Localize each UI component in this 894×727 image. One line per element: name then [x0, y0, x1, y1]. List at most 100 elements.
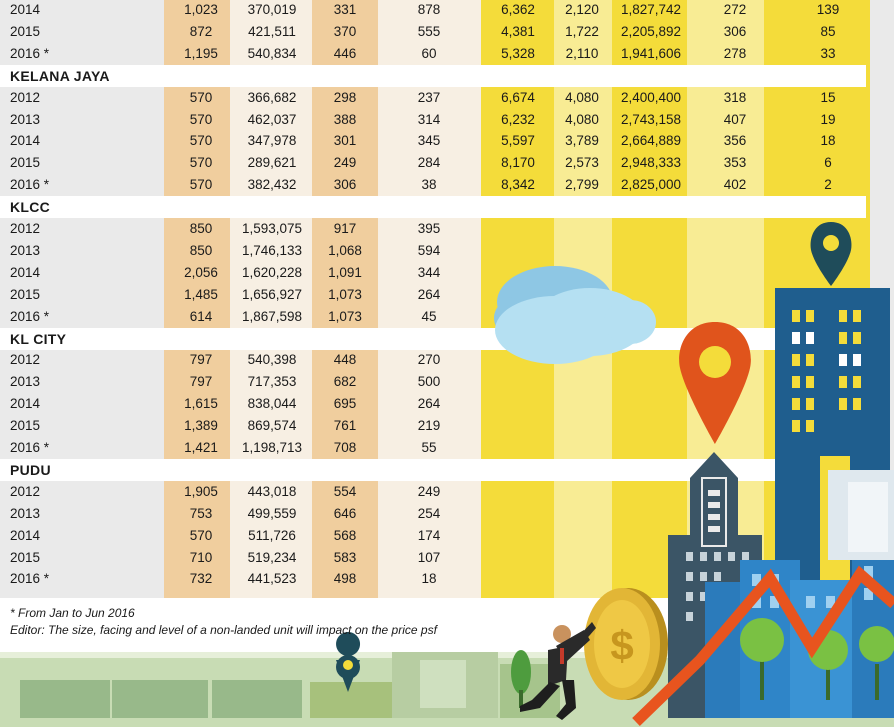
table-cell: 838,044: [247, 396, 297, 411]
table-cell: 570: [189, 155, 213, 170]
table-cell: 2,799: [565, 177, 599, 192]
table-cell: 55: [421, 440, 437, 455]
table-cell: 139: [816, 2, 840, 17]
table-row: 2016 * 1,421 1,198,713 708 55: [0, 437, 894, 459]
table-cell: 1,023: [184, 2, 218, 17]
table-cell: 1,722: [565, 24, 599, 39]
table-cell: 301: [333, 133, 357, 148]
landed-column-band: [164, 0, 481, 598]
table-cell: 2: [824, 177, 832, 192]
table-row: 2015 872 421,511 370 555 4,381 1,722 2,205,892 3…: [0, 21, 894, 43]
table-cell: 5,597: [501, 133, 535, 148]
location-pin-icon: [336, 632, 361, 692]
table-cell: 797: [189, 352, 213, 367]
table-cell: 4,080: [565, 112, 599, 127]
table-cell: 695: [333, 396, 357, 411]
table-cell: 1,941,606: [620, 46, 682, 61]
table-cell: 872: [189, 24, 213, 39]
table-cell: 850: [189, 243, 213, 258]
table-cell: 1,615: [184, 396, 218, 411]
section-title: PUDU: [10, 462, 51, 478]
table-cell: 272: [723, 2, 747, 17]
table-row: 2015 1,389 869,574 761 219: [0, 415, 894, 437]
table-cell: 869,574: [247, 418, 297, 433]
row-year-label: 2014: [10, 265, 41, 280]
ground-highlight: [0, 652, 894, 658]
row-year-label: 2015: [10, 418, 41, 433]
tan-col-1: [164, 0, 230, 598]
row-year-label: 2016 *: [10, 571, 50, 586]
table-cell: 395: [417, 221, 441, 236]
table-cell: 278: [723, 46, 747, 61]
table-cell: 583: [333, 550, 357, 565]
table-row: 2013 753 499,559 646 254: [0, 503, 894, 525]
table-cell: 421,511: [248, 24, 296, 39]
table-row: 2016 * 570 382,432 306 38 8,342 2,799 2,825,000…: [0, 174, 894, 196]
table-row: 2015 710 519,234 583 107: [0, 547, 894, 569]
table-cell: 345: [417, 133, 441, 148]
table-cell: 370,019: [247, 2, 297, 17]
row-year-label: 2015: [10, 287, 41, 302]
table-cell: 2,110: [565, 46, 599, 61]
table-cell: 797: [189, 374, 213, 389]
table-cell: 2,056: [184, 265, 218, 280]
table-cell: 500: [417, 374, 441, 389]
row-year-label: 2012: [10, 90, 41, 105]
table-cell: 462,037: [247, 112, 297, 127]
row-year-label: 2015: [10, 155, 41, 170]
table-cell: 284: [417, 155, 441, 170]
section-header: KELANA JAYA: [0, 65, 866, 87]
table-cell: 1,389: [184, 418, 218, 433]
tree-icon: [740, 618, 894, 700]
table-cell: 1,091: [328, 265, 362, 280]
table-cell: 682: [333, 374, 357, 389]
section-header: KL CITY: [0, 328, 866, 350]
table-cell: 2,948,333: [620, 155, 682, 170]
table-row: 2016 * 732 441,523 498 18: [0, 568, 894, 590]
row-year-label: 2014: [10, 396, 41, 411]
row-year-label: 2016 *: [10, 309, 50, 324]
footnote-period: * From Jan to Jun 2016: [10, 606, 135, 620]
table-cell: 6,232: [501, 112, 535, 127]
table-cell: 570: [189, 112, 213, 127]
row-year-label: 2014: [10, 133, 41, 148]
ground-panel: [0, 652, 894, 727]
table-cell: 446: [333, 46, 357, 61]
table-cell: 6,674: [501, 90, 535, 105]
tan-col-4: [378, 0, 481, 598]
footnote-editor: Editor: The size, facing and level of a …: [10, 623, 437, 637]
table-cell: 554: [333, 484, 357, 499]
table-cell: 2,205,892: [620, 24, 682, 39]
table-cell: 344: [417, 265, 441, 280]
section-title: KL CITY: [10, 331, 67, 347]
table-cell: 1,073: [328, 309, 362, 324]
table-cell: 356: [723, 133, 747, 148]
table-cell: 270: [417, 352, 441, 367]
table-cell: 2,743,158: [620, 112, 682, 127]
row-year-label: 2013: [10, 243, 41, 258]
table-cell: 540,834: [247, 46, 297, 61]
table-cell: 732: [189, 571, 213, 586]
table-cell: 2,400,400: [620, 90, 682, 105]
table-cell: 498: [333, 571, 357, 586]
table-cell: 15: [820, 90, 836, 105]
table-cell: 249: [333, 155, 357, 170]
table-cell: 1,068: [328, 243, 362, 258]
table-cell: 570: [189, 133, 213, 148]
table-cell: 850: [189, 221, 213, 236]
section-title: KELANA JAYA: [10, 68, 110, 84]
table-cell: 388: [333, 112, 357, 127]
table-row: 2013 850 1,746,133 1,068 594: [0, 240, 894, 262]
section-title: KLCC: [10, 199, 51, 215]
table-cell: 1,198,713: [241, 440, 303, 455]
table-cell: 708: [333, 440, 357, 455]
table-row: 2012 850 1,593,075 917 395: [0, 218, 894, 240]
table-cell: 382,432: [247, 177, 297, 192]
row-year-label: 2012: [10, 221, 41, 236]
table-cell: 1,593,075: [241, 221, 303, 236]
table-cell: 614: [189, 309, 213, 324]
table-row: 2014 2,056 1,620,228 1,091 344: [0, 262, 894, 284]
table-cell: 8,170: [501, 155, 535, 170]
table-cell: 570: [189, 528, 213, 543]
row-year-label: 2015: [10, 24, 41, 39]
